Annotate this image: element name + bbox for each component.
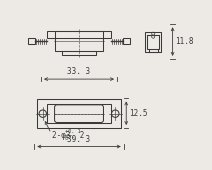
Bar — [55, 31, 103, 51]
Bar — [62, 51, 96, 55]
Bar — [47, 31, 111, 38]
Text: 12.5: 12.5 — [129, 109, 147, 118]
Text: 2-φ3. 2: 2-φ3. 2 — [52, 131, 84, 140]
Bar — [145, 32, 161, 52]
Bar — [28, 38, 35, 44]
Bar — [47, 104, 111, 123]
Text: 0: 0 — [64, 136, 68, 141]
Bar — [123, 38, 130, 44]
Text: 11.8: 11.8 — [175, 37, 194, 46]
Bar — [37, 99, 121, 128]
Text: +0. 1: +0. 1 — [64, 129, 80, 134]
Text: 33. 3: 33. 3 — [67, 67, 91, 76]
Text: 39. 3: 39. 3 — [67, 135, 91, 144]
Bar — [147, 35, 159, 49]
